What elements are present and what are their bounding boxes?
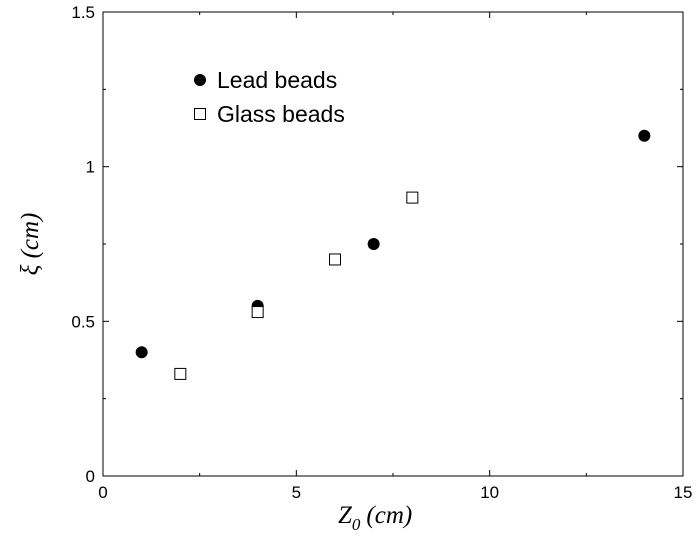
- y-tick-label: 0.5: [71, 312, 95, 331]
- legend-marker-lead-beads: [194, 74, 206, 86]
- data-point-glass-beads: [251, 306, 264, 319]
- data-point-lead-beads: [367, 238, 380, 250]
- data-point-glass-beads: [174, 367, 187, 380]
- legend-label-glass-beads: Glass beads: [217, 101, 345, 127]
- legend-marker-glass-beads: [194, 108, 206, 120]
- legend: Lead beads Glass beads: [194, 67, 345, 127]
- x-tick-label: 0: [98, 483, 107, 502]
- y-tick-label: 1.5: [71, 3, 95, 22]
- data-point-lead-beads: [638, 129, 651, 142]
- plot-frame: [102, 11, 684, 477]
- x-axis-ticks: 0 5 10 15: [98, 12, 692, 502]
- data-points: [135, 129, 651, 380]
- x-tick-label: 5: [292, 483, 301, 502]
- data-point-glass-beads: [406, 191, 419, 204]
- y-tick-label: 1: [86, 158, 95, 177]
- y-tick-label: 0: [86, 467, 95, 486]
- legend-label-lead-beads: Lead beads: [217, 67, 337, 93]
- x-tick-label: 10: [480, 483, 499, 502]
- y-axis-title: ξ (cm): [17, 213, 44, 276]
- data-point-glass-beads: [329, 253, 341, 266]
- data-point-lead-beads: [135, 346, 148, 359]
- x-axis-title: Z0 (cm): [338, 502, 412, 534]
- x-tick-label: 15: [674, 483, 693, 502]
- y-axis-ticks: 0 0.5 1 1.5: [71, 3, 683, 486]
